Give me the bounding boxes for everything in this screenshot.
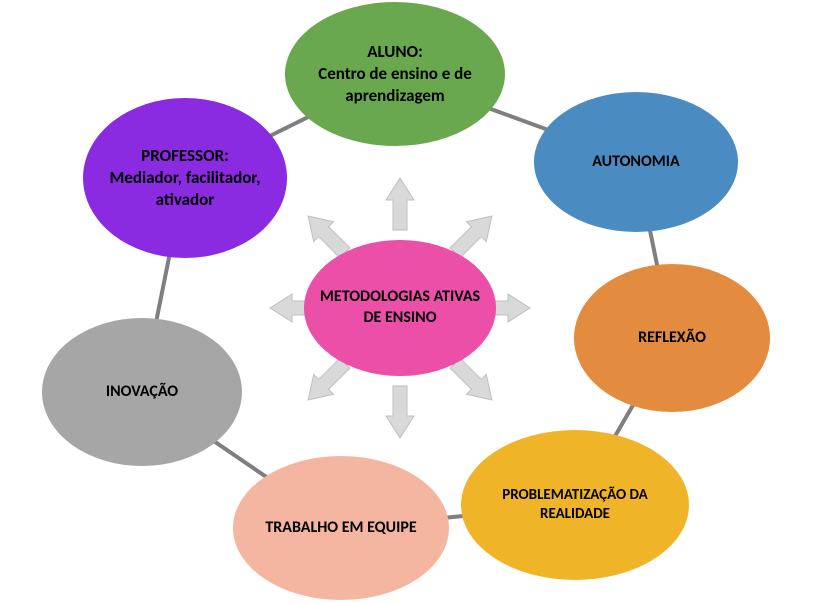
node-aluno: ALUNO:Centro de ensino e de aprendizagem bbox=[285, 2, 505, 146]
node-label-sub: Centro de ensino e de aprendizagem bbox=[295, 63, 495, 107]
node-label: REFLEXÃO bbox=[638, 328, 706, 349]
radial-arrow bbox=[450, 216, 492, 258]
node-label-title: PROFESSOR: bbox=[93, 145, 277, 167]
radial-arrow bbox=[450, 358, 492, 400]
node-label: AUTONOMIA bbox=[592, 152, 679, 173]
node-label: PROBLEMATIZAÇÃO DA REALIDADE bbox=[471, 486, 679, 525]
node-reflexao: REFLEXÃO bbox=[574, 264, 770, 412]
node-label: INOVAÇÃO bbox=[106, 382, 178, 403]
radial-arrow bbox=[386, 178, 414, 230]
node-center: METODOLOGIAS ATIVAS DE ENSINO bbox=[304, 240, 496, 376]
node-label: ALUNO:Centro de ensino e de aprendizagem bbox=[295, 41, 495, 107]
node-label-sub: Mediador, facilitador, ativador bbox=[93, 167, 277, 211]
node-trabalho: TRABALHO EM EQUIPE bbox=[233, 456, 449, 600]
node-label: METODOLOGIAS ATIVAS DE ENSINO bbox=[314, 287, 486, 329]
node-autonomia: AUTONOMIA bbox=[534, 92, 738, 232]
radial-arrow bbox=[308, 358, 350, 400]
node-problematizacao: PROBLEMATIZAÇÃO DA REALIDADE bbox=[461, 430, 689, 580]
node-professor: PROFESSOR:Mediador, facilitador, ativado… bbox=[83, 98, 287, 258]
node-label: TRABALHO EM EQUIPE bbox=[265, 518, 416, 539]
node-label-title: ALUNO: bbox=[295, 41, 495, 63]
radial-arrow bbox=[386, 386, 414, 438]
node-label: PROFESSOR:Mediador, facilitador, ativado… bbox=[93, 145, 277, 211]
node-inovacao: INOVAÇÃO bbox=[42, 318, 242, 466]
